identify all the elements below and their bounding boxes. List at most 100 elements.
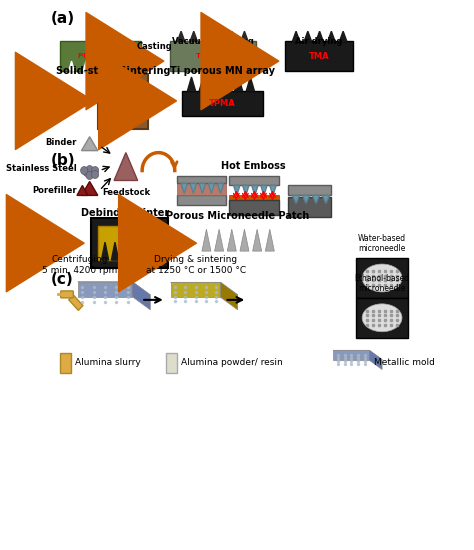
Polygon shape	[127, 109, 132, 121]
Polygon shape	[171, 282, 220, 297]
Polygon shape	[208, 184, 215, 194]
Text: PDMS mold: PDMS mold	[78, 53, 123, 59]
Text: Ti Slurry: Ti Slurry	[196, 53, 230, 59]
Text: Drying & sintering
at 1250 °C or 1500 °C: Drying & sintering at 1250 °C or 1500 °C	[146, 255, 246, 275]
Polygon shape	[234, 185, 240, 195]
Polygon shape	[223, 77, 231, 91]
Bar	[176, 184, 227, 195]
Bar	[229, 195, 279, 201]
Polygon shape	[216, 31, 223, 41]
Polygon shape	[339, 31, 347, 41]
Polygon shape	[333, 350, 382, 360]
Polygon shape	[114, 152, 137, 180]
Ellipse shape	[362, 264, 402, 292]
Bar	[176, 195, 227, 205]
Polygon shape	[132, 282, 150, 310]
Text: Solid-state Sintering: Solid-state Sintering	[56, 66, 171, 76]
Text: Vacuum Pumping: Vacuum Pumping	[172, 37, 254, 46]
Text: Centrifuging
5 min, 4200 rpm: Centrifuging 5 min, 4200 rpm	[42, 255, 117, 275]
Polygon shape	[109, 109, 114, 121]
Polygon shape	[203, 31, 210, 41]
Text: TMA: TMA	[309, 52, 329, 60]
Polygon shape	[171, 282, 237, 295]
Polygon shape	[77, 185, 88, 195]
Polygon shape	[82, 182, 98, 195]
Text: Binder: Binder	[46, 138, 77, 147]
Text: Alumina slurry: Alumina slurry	[75, 358, 141, 367]
Polygon shape	[312, 195, 319, 204]
Polygon shape	[252, 185, 258, 195]
Text: Air drying: Air drying	[295, 37, 342, 46]
Text: Casting: Casting	[137, 42, 173, 51]
Text: Ethanol-based
microneedle: Ethanol-based microneedle	[355, 273, 410, 293]
Polygon shape	[69, 61, 74, 71]
Bar	[91, 218, 167, 268]
Polygon shape	[228, 31, 236, 41]
Polygon shape	[136, 109, 141, 121]
Polygon shape	[127, 61, 132, 71]
Polygon shape	[253, 229, 262, 251]
Polygon shape	[227, 229, 237, 251]
Polygon shape	[151, 242, 158, 260]
Polygon shape	[246, 77, 255, 91]
Bar	[98, 74, 147, 129]
Bar	[170, 41, 256, 71]
Polygon shape	[270, 185, 276, 195]
Bar	[69, 295, 83, 310]
Polygon shape	[220, 282, 237, 310]
Polygon shape	[78, 282, 150, 295]
Polygon shape	[243, 185, 249, 195]
Polygon shape	[118, 109, 123, 121]
Text: Water-based
microneedle: Water-based microneedle	[358, 234, 406, 253]
Circle shape	[81, 167, 88, 174]
Text: Porous Microneedle Patch: Porous Microneedle Patch	[166, 211, 310, 221]
Text: (c): (c)	[51, 272, 73, 287]
Bar	[166, 353, 176, 372]
Polygon shape	[292, 195, 300, 204]
Polygon shape	[202, 229, 211, 251]
Polygon shape	[83, 61, 89, 71]
Text: Metallic mold: Metallic mold	[374, 358, 435, 367]
Text: Feedstock: Feedstock	[102, 189, 150, 197]
Bar	[60, 353, 71, 372]
Polygon shape	[131, 242, 138, 260]
Bar	[176, 175, 227, 184]
Polygon shape	[101, 242, 109, 260]
Polygon shape	[199, 77, 207, 91]
Polygon shape	[190, 31, 197, 41]
Polygon shape	[369, 350, 382, 370]
Circle shape	[91, 167, 99, 174]
Text: (b): (b)	[51, 152, 75, 168]
Text: Alumina powder/ resin: Alumina powder/ resin	[181, 358, 283, 367]
Bar	[285, 41, 353, 71]
Bar	[98, 226, 156, 260]
Polygon shape	[78, 282, 132, 296]
Bar	[182, 91, 264, 116]
Polygon shape	[217, 184, 224, 194]
Circle shape	[86, 172, 93, 179]
Text: TMA: TMA	[110, 92, 134, 102]
Polygon shape	[304, 31, 311, 41]
Polygon shape	[215, 229, 224, 251]
Text: Hot Emboss: Hot Emboss	[221, 161, 286, 170]
Bar	[356, 258, 408, 298]
Polygon shape	[292, 31, 300, 41]
Polygon shape	[98, 61, 103, 71]
Polygon shape	[181, 184, 187, 194]
Polygon shape	[112, 61, 118, 71]
Bar	[60, 41, 141, 71]
Polygon shape	[328, 31, 335, 41]
Circle shape	[89, 168, 96, 177]
Polygon shape	[82, 137, 98, 151]
Polygon shape	[241, 31, 248, 41]
FancyBboxPatch shape	[61, 291, 73, 298]
Polygon shape	[322, 195, 329, 204]
Bar	[288, 197, 331, 217]
Text: (a): (a)	[51, 12, 75, 26]
Bar	[229, 175, 279, 185]
Polygon shape	[121, 242, 128, 260]
Bar	[288, 185, 331, 195]
Polygon shape	[333, 350, 369, 360]
Polygon shape	[261, 185, 267, 195]
Polygon shape	[111, 242, 118, 260]
